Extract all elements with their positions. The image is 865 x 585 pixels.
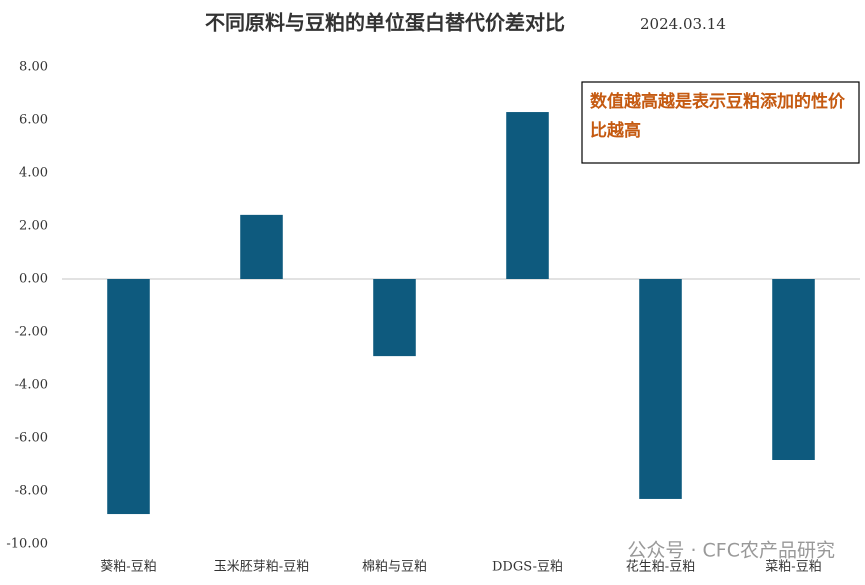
y-tick-label: -2.00 <box>15 325 48 340</box>
x-tick-label: 葵粕-豆粕 <box>100 560 156 575</box>
y-tick-label: -8.00 <box>15 484 48 499</box>
x-tick-label: DDGS-豆粕 <box>492 560 563 575</box>
bar <box>107 279 150 515</box>
annotation-wrap: 数值越高越是表示豆粕添加的性价比越高 <box>590 92 845 141</box>
y-tick-label: 0.00 <box>19 272 48 287</box>
y-tick-label: 8.00 <box>19 60 48 75</box>
x-tick-label: 菜粕-豆粕 <box>765 560 821 575</box>
y-tick-label: -6.00 <box>15 431 48 446</box>
bar <box>639 279 682 499</box>
y-tick-label: -4.00 <box>15 378 48 393</box>
chart-subtitle: 2024.03.14 <box>640 15 726 33</box>
bar <box>240 214 283 279</box>
annotation: 数值越高越是表示豆粕添加的性价比越高 <box>590 92 845 141</box>
x-tick-label: 玉米胚芽粕-豆粕 <box>214 560 309 575</box>
bar <box>772 279 815 460</box>
y-tick-label: 2.00 <box>19 219 48 234</box>
x-tick-label: 棉粕与豆粕 <box>362 560 427 575</box>
watermark: 公众号 · CFC农产品研究 <box>627 540 835 562</box>
y-tick-label: -10.00 <box>6 537 48 552</box>
y-tick-label: 6.00 <box>19 113 48 128</box>
bar <box>373 279 416 357</box>
annotation-box <box>581 81 860 164</box>
x-tick-label: 花生粕-豆粕 <box>626 559 695 575</box>
chart-title: 不同原料与豆粕的单位蛋白替代价差对比 <box>205 11 565 35</box>
bar <box>506 112 549 279</box>
y-tick-label: 4.00 <box>19 166 48 181</box>
